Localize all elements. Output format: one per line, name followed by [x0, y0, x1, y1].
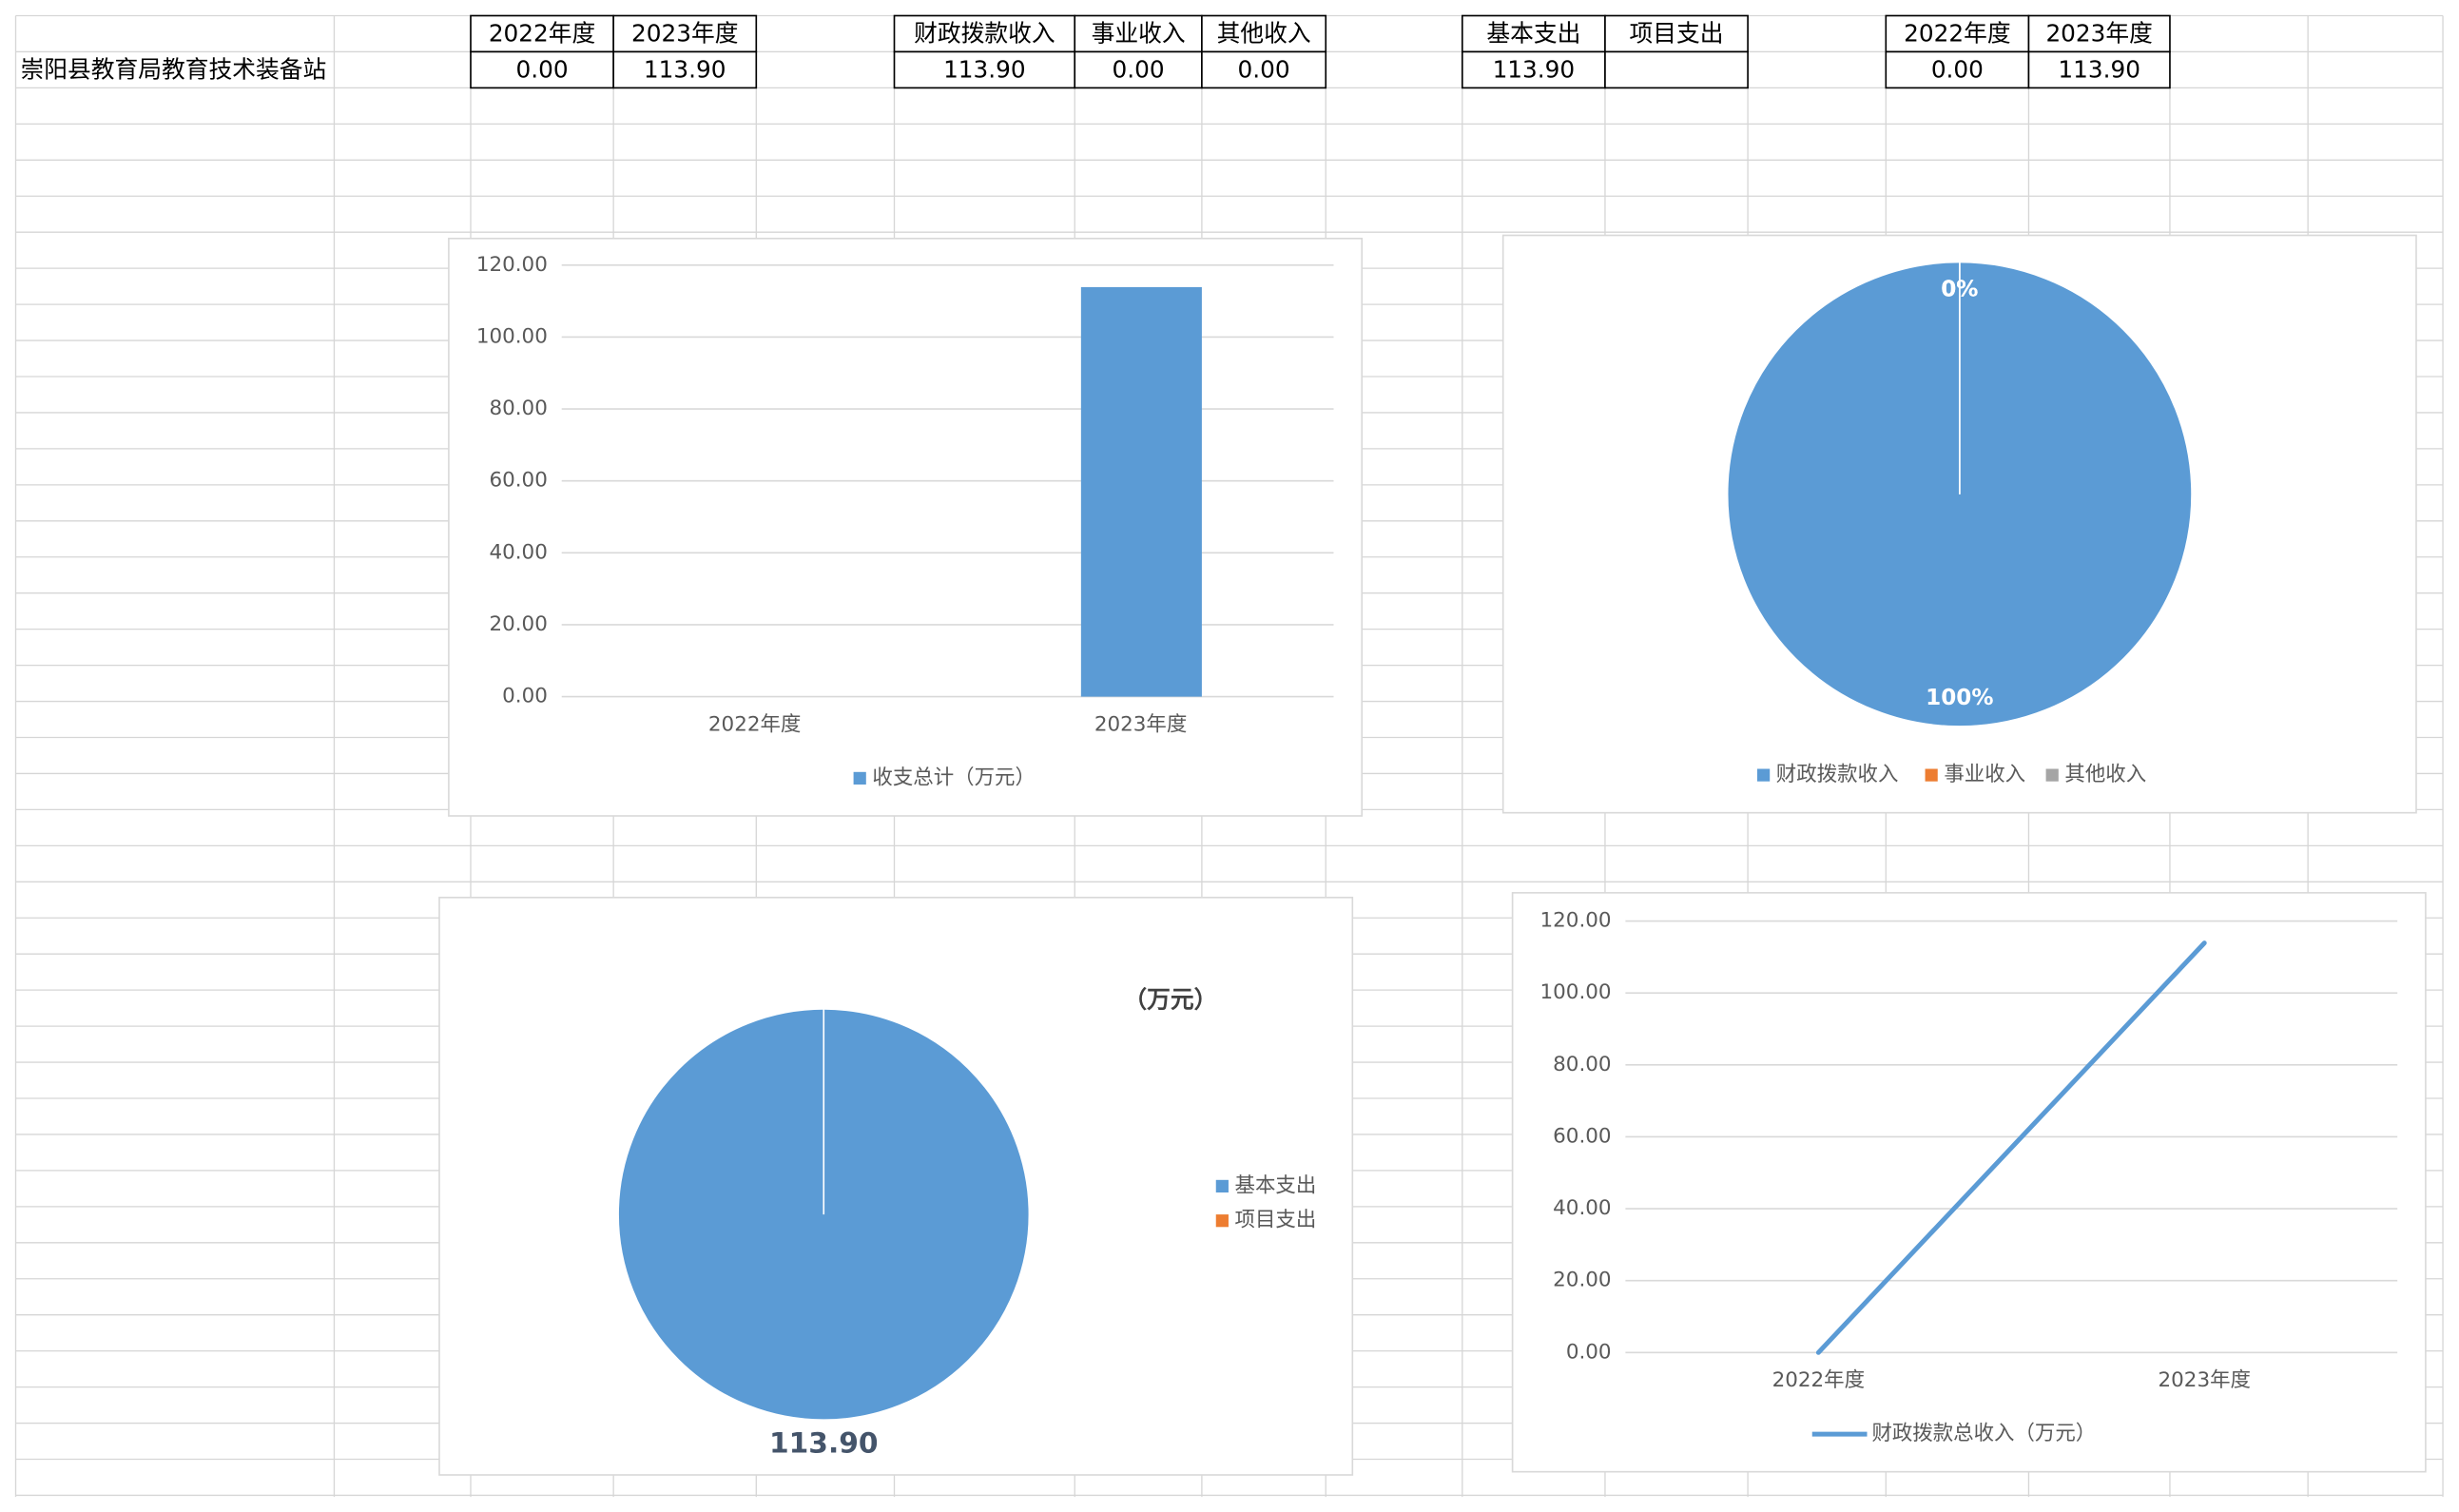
- table-cell: [1461, 14, 1606, 53]
- table-cell: [612, 14, 758, 53]
- y-tick-label: 40.00: [489, 540, 547, 564]
- legend-swatch: [1925, 768, 1938, 782]
- legend-swatch: [1757, 768, 1771, 782]
- legend-swatch: [1215, 1214, 1229, 1228]
- table-cell: [893, 14, 1076, 53]
- y-tick-label: 0.00: [1566, 1340, 1612, 1364]
- x-tick-label: 2023年度: [1094, 712, 1187, 736]
- table-cell: [470, 50, 614, 89]
- legend-label: 其他收入: [2064, 763, 2146, 786]
- pie-label: 100%: [1926, 686, 1993, 710]
- table-cell: [2027, 14, 2171, 53]
- table-cell: [1604, 50, 1749, 89]
- y-tick-label: 0.00: [502, 685, 548, 708]
- x-tick-label: 2022年度: [1772, 1368, 1865, 1392]
- table-value: 0.00: [516, 55, 569, 83]
- table-value: 113.90: [644, 55, 726, 83]
- table-header: 基本支出: [1486, 19, 1580, 47]
- legend-swatch: [2045, 768, 2059, 782]
- legend-label: 财政拨款收入: [1776, 763, 1899, 786]
- line-series: [1815, 940, 2207, 1355]
- table-value: 0.00: [1113, 55, 1165, 83]
- y-tick-label: 100.00: [1540, 980, 1612, 1004]
- table-header: 2022年度: [489, 19, 596, 47]
- y-tick-label: 80.00: [489, 397, 547, 420]
- legend-label: 项目支出: [1235, 1209, 1317, 1232]
- legend-label: 事业收入: [1944, 763, 2025, 786]
- chart-frame: [1511, 892, 2427, 1473]
- table-header: 2023年度: [631, 19, 739, 47]
- table-value: 113.90: [1493, 55, 1576, 83]
- x-tick-label: 2023年度: [2159, 1368, 2251, 1392]
- y-tick-label: 60.00: [489, 469, 547, 493]
- y-tick-label: 80.00: [1553, 1053, 1611, 1076]
- y-tick-label: 60.00: [1553, 1124, 1611, 1148]
- y-tick-label: 100.00: [476, 324, 548, 348]
- table-cell: [1074, 14, 1203, 53]
- table-header: 2022年度: [1904, 19, 2011, 47]
- legend-label: 基本支出: [1235, 1173, 1317, 1197]
- y-tick-label: 40.00: [1553, 1196, 1611, 1220]
- table-header: 其他收入: [1217, 19, 1311, 47]
- table-value: 113.90: [943, 55, 1026, 83]
- y-tick-label: 120.00: [476, 253, 548, 277]
- y-tick-label: 20.00: [1553, 1269, 1611, 1292]
- legend-swatch: [1215, 1179, 1229, 1193]
- bar: [1080, 286, 1202, 697]
- table-value: 113.90: [2058, 55, 2140, 83]
- table-cell: [1074, 50, 1203, 89]
- legend-label: 收支总计（万元）: [872, 766, 1036, 789]
- table-value: 0.00: [1238, 55, 1290, 83]
- chart-title: （万元）: [1123, 986, 1217, 1014]
- y-tick-label: 20.00: [489, 612, 547, 636]
- chart-frame: [448, 237, 1364, 817]
- legend-swatch: [853, 771, 866, 785]
- x-tick-label: 2022年度: [708, 712, 801, 736]
- y-tick-label: 120.00: [1540, 909, 1612, 933]
- table-header: 事业收入: [1092, 19, 1186, 47]
- table-header: 2023年度: [2045, 19, 2153, 47]
- table-cell: [612, 50, 758, 89]
- table-header: 项目支出: [1630, 19, 1724, 47]
- unit-name: 崇阳县教育局教育技术装备站: [20, 55, 326, 83]
- table-value: 0.00: [1931, 55, 1984, 83]
- table-cell: [470, 14, 614, 53]
- table-cell: [1461, 50, 1606, 89]
- table-cell: [1201, 50, 1327, 89]
- sheet-area: 崇阳县教育局教育技术装备站 2022年度 0.00 2023年度 113.90 财政拨款收…: [14, 14, 2444, 1498]
- table-cell: [2027, 50, 2171, 89]
- pie-label: 113.90: [769, 1427, 879, 1461]
- pie-label: 0%: [1941, 277, 1978, 301]
- table-header: 财政拨款收入: [914, 19, 1055, 47]
- legend-label: 财政拨款总收入（万元）: [1871, 1422, 2096, 1445]
